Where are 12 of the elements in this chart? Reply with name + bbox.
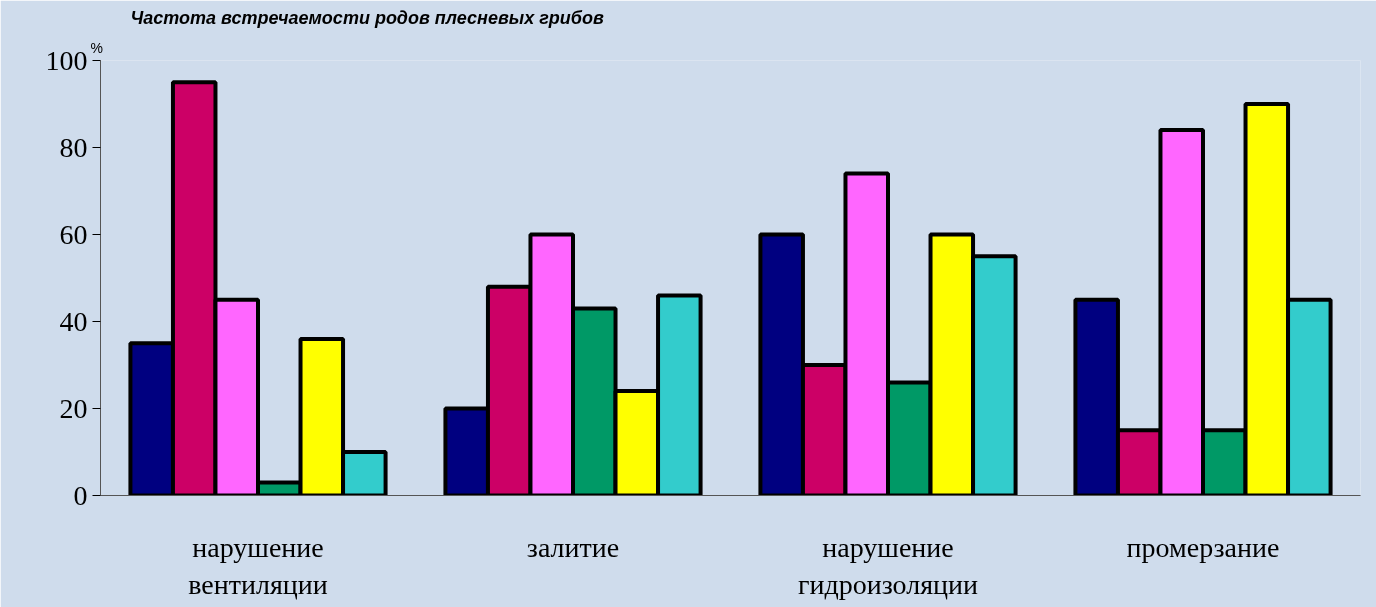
y-tick-label: 100 bbox=[45, 44, 88, 76]
x-tick-label: нарушение вентиляции bbox=[188, 531, 328, 600]
y-tick-label: 80 bbox=[59, 131, 88, 163]
y-tick-label: 60 bbox=[59, 218, 88, 250]
y-axis-title: % bbox=[90, 39, 103, 56]
y-tick-label: 20 bbox=[59, 392, 88, 424]
y-tick-label: 0 bbox=[73, 479, 88, 511]
x-tick-label: залитие bbox=[526, 531, 620, 563]
x-tick-label: нарушение гидроизоляции bbox=[797, 531, 979, 600]
x-tick-label: промерзание bbox=[1126, 531, 1280, 563]
chart-title: Частота встречаемости родов плесневых грибов bbox=[130, 7, 604, 28]
y-tick-label: 40 bbox=[59, 305, 88, 337]
